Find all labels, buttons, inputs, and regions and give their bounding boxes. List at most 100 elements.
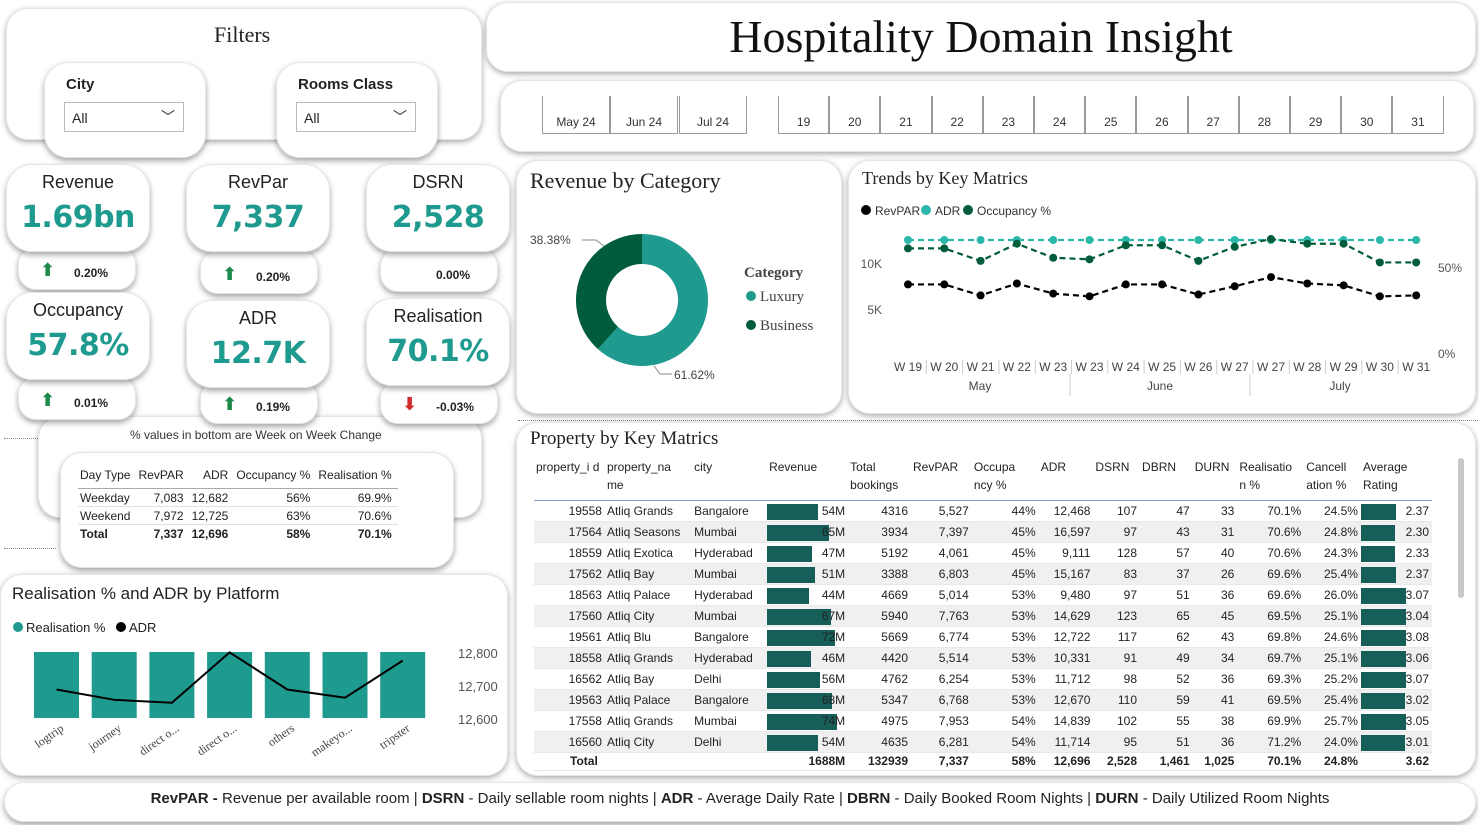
trend-point-occupancy[interactable] <box>1085 255 1094 264</box>
realisation-bar[interactable] <box>91 652 137 718</box>
week-button[interactable]: 27 <box>1187 96 1239 134</box>
property-header[interactable]: DBRN <box>1140 458 1193 501</box>
week-button[interactable]: 23 <box>982 96 1034 134</box>
week-button[interactable]: 29 <box>1290 96 1342 134</box>
trend-point-occupancy[interactable] <box>940 244 949 253</box>
daytype-header[interactable]: ADR <box>189 468 235 489</box>
table-row[interactable]: 18558 Atliq Grands Hyderabad 46M 4420 5,514 53… <box>534 647 1432 669</box>
week-button[interactable]: 19 <box>778 96 830 134</box>
trend-point-occupancy[interactable] <box>1412 258 1421 267</box>
table-row[interactable]: 19558 Atliq Grands Bangalore 54M 4316 5,527 44… <box>534 500 1432 522</box>
city-dropdown[interactable]: All ﹀ <box>64 102 184 132</box>
property-header[interactable]: city <box>692 458 768 501</box>
week-button[interactable]: 26 <box>1136 96 1188 134</box>
table-row[interactable]: 17562 Atliq Bay Mumbai 51M 3388 6,803 45% 15,16… <box>534 563 1432 585</box>
trend-point-revpar[interactable] <box>940 280 949 289</box>
table-row[interactable]: 17560 Atliq City Mumbai 67M 5940 7,763 53% 14,6… <box>534 605 1432 627</box>
property-header[interactable]: DURN <box>1192 458 1238 501</box>
table-row[interactable]: 16560 Atliq City Delhi 54M 4635 6,281 54% 11,71… <box>534 731 1432 753</box>
property-header[interactable]: property_i d <box>534 458 605 501</box>
trend-point-revpar[interactable] <box>904 280 912 289</box>
week-button[interactable]: 24 <box>1034 96 1086 134</box>
table-row[interactable]: 17564 Atliq Seasons Mumbai 65M 3934 7,397 45% 1… <box>534 521 1432 543</box>
property-header[interactable]: Cancell ation % <box>1304 458 1361 501</box>
realisation-bar[interactable] <box>322 652 368 718</box>
trend-point-revpar[interactable] <box>1085 292 1094 301</box>
table-row[interactable]: 19563 Atliq Palace Bangalore 68M 5347 6,768 53… <box>534 689 1432 711</box>
trend-point-revpar[interactable] <box>1303 279 1312 288</box>
week-button[interactable]: 25 <box>1085 96 1137 134</box>
property-header[interactable]: Occupa ncy % <box>971 458 1039 501</box>
trend-point-occupancy[interactable] <box>1303 239 1312 248</box>
trend-point-adr[interactable] <box>940 236 949 244</box>
week-button[interactable]: 28 <box>1238 96 1290 134</box>
property-header[interactable]: DSRN <box>1093 458 1141 501</box>
table-row[interactable]: 17558 Atliq Grands Mumbai 74M 4975 7,953 54% 14… <box>534 710 1432 732</box>
legend-item[interactable]: Occupancy % <box>977 204 1051 218</box>
trend-point-revpar[interactable] <box>1339 281 1348 290</box>
month-button[interactable]: Jun 24 <box>610 96 678 134</box>
trend-point-revpar[interactable] <box>1121 280 1130 289</box>
week-button[interactable]: 30 <box>1341 96 1393 134</box>
realisation-bar[interactable] <box>149 652 195 718</box>
property-header[interactable]: Revenue <box>767 458 849 501</box>
trend-point-revpar[interactable] <box>1375 292 1384 301</box>
trend-point-occupancy[interactable] <box>1049 253 1058 262</box>
trend-point-revpar[interactable] <box>1230 282 1239 291</box>
daytype-header[interactable]: Day Type <box>78 468 137 489</box>
legend-item[interactable]: Realisation % <box>26 620 106 635</box>
table-row[interactable]: 18559 Atliq Exotica Hyderabad 47M 5192 4,061 4… <box>534 542 1432 564</box>
month-button[interactable]: Jul 24 <box>679 96 747 134</box>
trend-point-occupancy[interactable] <box>1267 235 1275 244</box>
table-row[interactable]: 19561 Atliq Blu Bangalore 72M 5669 6,774 53% 12… <box>534 626 1432 648</box>
trend-point-revpar[interactable] <box>1012 279 1021 288</box>
table-row[interactable]: 18563 Atliq Palace Hyderabad 44M 4669 5,014 53… <box>534 584 1432 606</box>
week-button[interactable]: 22 <box>931 96 983 134</box>
legend-item[interactable]: ADR <box>129 620 156 635</box>
daytype-header[interactable]: Realisation % <box>316 468 398 489</box>
donut-slice-business[interactable] <box>576 234 642 350</box>
trend-point-adr[interactable] <box>1085 236 1094 244</box>
trend-point-occupancy[interactable] <box>1339 239 1348 248</box>
trend-point-adr[interactable] <box>1194 236 1203 244</box>
month-button[interactable]: May 24 <box>542 96 610 134</box>
trend-point-occupancy[interactable] <box>1194 256 1203 265</box>
legend-item[interactable]: Business <box>760 318 814 334</box>
legend-item[interactable]: RevPAR <box>875 204 920 218</box>
table-scrollbar[interactable] <box>1458 458 1464 598</box>
week-button[interactable]: 21 <box>880 96 932 134</box>
property-header[interactable]: Realisatio n % <box>1237 458 1305 501</box>
realisation-bar[interactable] <box>264 652 310 718</box>
legend-item[interactable]: Luxury <box>760 289 805 305</box>
property-header[interactable]: RevPAR <box>911 458 972 501</box>
realisation-bar[interactable] <box>380 652 426 718</box>
donut-slice-luxury[interactable] <box>597 234 708 366</box>
property-header[interactable]: Total bookings <box>848 458 911 501</box>
realisation-bar[interactable] <box>34 652 79 718</box>
property-header[interactable]: ADR <box>1038 458 1094 501</box>
room-class-dropdown[interactable]: All ﹀ <box>296 102 416 132</box>
property-header[interactable]: property_na me <box>604 458 693 501</box>
legend-item[interactable]: ADR <box>935 204 961 218</box>
trend-point-occupancy[interactable] <box>1121 241 1130 250</box>
trend-point-adr[interactable] <box>1375 236 1384 244</box>
table-row[interactable]: 16562 Atliq Bay Delhi 56M 4762 6,254 53% 11,712… <box>534 668 1432 690</box>
daytype-header[interactable]: RevPAR <box>136 468 190 489</box>
trend-point-revpar[interactable] <box>1412 291 1421 300</box>
trend-point-occupancy[interactable] <box>904 244 912 253</box>
trend-point-occupancy[interactable] <box>1158 241 1167 250</box>
trend-point-occupancy[interactable] <box>1375 258 1384 267</box>
trend-point-revpar[interactable] <box>1049 289 1058 298</box>
trend-point-adr[interactable] <box>1230 236 1239 244</box>
trend-point-revpar[interactable] <box>1158 280 1167 289</box>
property-header[interactable]: Average Rating <box>1360 458 1432 501</box>
trend-point-occupancy[interactable] <box>1012 239 1021 248</box>
trend-point-occupancy[interactable] <box>976 256 985 265</box>
week-button[interactable]: 31 <box>1392 96 1444 134</box>
trend-point-adr[interactable] <box>976 236 985 244</box>
week-button[interactable]: 20 <box>829 96 881 134</box>
trend-point-revpar[interactable] <box>1267 273 1275 282</box>
daytype-header[interactable]: Occupancy % <box>234 468 317 489</box>
trend-point-revpar[interactable] <box>976 291 985 300</box>
trend-point-adr[interactable] <box>1049 236 1058 244</box>
